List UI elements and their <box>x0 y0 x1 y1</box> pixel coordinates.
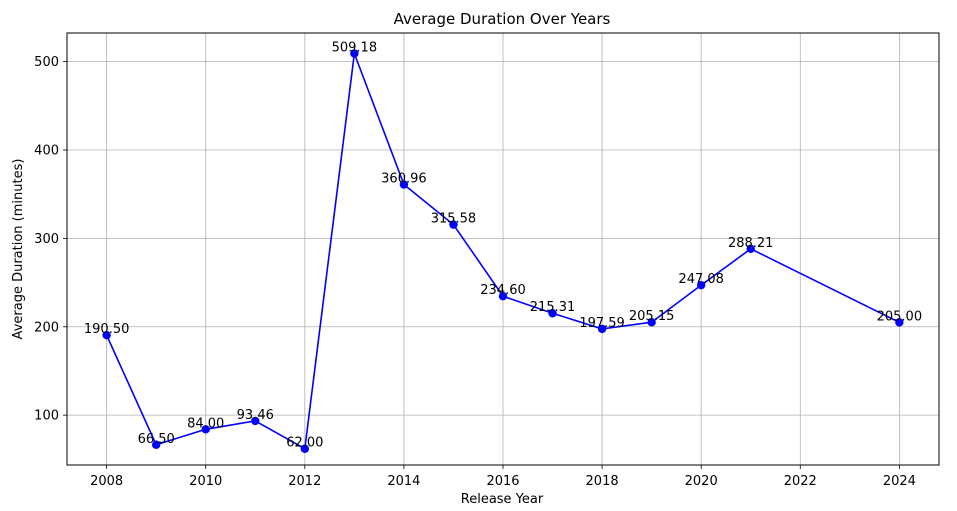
x-tick-label: 2016 <box>486 474 519 489</box>
data-label: 205.15 <box>629 309 675 324</box>
data-label: 315.58 <box>431 212 477 227</box>
x-tick-label: 2024 <box>883 474 916 489</box>
x-tick-label: 2018 <box>586 474 619 489</box>
data-point <box>597 324 607 334</box>
data-label: 205.00 <box>877 309 923 324</box>
data-point <box>895 318 904 327</box>
data-labels: 190.50 66.50 84.00 93.46 62.00 509.18 360.96 31… <box>84 41 922 451</box>
data-label: 288.21 <box>728 236 774 251</box>
y-axis: 100 200 300 400 500 <box>34 55 67 424</box>
data-label: 84.00 <box>187 416 224 431</box>
data-label: 93.46 <box>237 408 274 423</box>
data-point <box>696 280 706 290</box>
y-tick-label: 500 <box>34 55 59 70</box>
data-label: 215.31 <box>530 300 576 315</box>
x-tick-label: 2020 <box>685 474 718 489</box>
data-point <box>102 330 111 340</box>
grid <box>67 33 939 465</box>
data-point <box>151 440 161 449</box>
data-point <box>647 318 656 327</box>
data-label: 360.96 <box>381 172 427 187</box>
x-tick-label: 2010 <box>189 474 222 489</box>
data-label: 234.60 <box>480 283 526 298</box>
data-label: 66.50 <box>138 432 175 447</box>
data-point <box>300 444 310 453</box>
y-axis-label: Average Duration (minutes) <box>11 159 26 340</box>
y-tick-label: 300 <box>34 232 59 247</box>
data-point <box>399 180 409 189</box>
data-point <box>449 220 458 229</box>
data-point <box>498 291 508 301</box>
x-axis-label: Release Year <box>461 492 544 507</box>
data-point <box>251 416 260 426</box>
data-point <box>350 49 359 58</box>
chart-title: Average Duration Over Years <box>394 10 611 28</box>
x-tick-label: 2022 <box>784 474 817 489</box>
data-label: 197.59 <box>579 316 625 331</box>
x-tick-label: 2008 <box>90 474 123 489</box>
series-layer <box>102 49 904 453</box>
data-point <box>548 309 557 318</box>
x-tick-label: 2012 <box>288 474 321 489</box>
data-label: 62.00 <box>286 436 323 451</box>
data-point <box>201 425 210 434</box>
y-tick-label: 100 <box>34 409 59 424</box>
x-axis: 2008 2010 2012 2014 2016 2018 2020 2022 2024 <box>90 465 916 489</box>
data-label: 190.50 <box>84 322 130 337</box>
y-tick-label: 200 <box>34 320 59 335</box>
x-tick-label: 2014 <box>387 474 420 489</box>
y-tick-label: 400 <box>34 144 59 159</box>
data-label: 247.08 <box>678 272 724 287</box>
data-label: 509.18 <box>332 41 378 56</box>
data-point <box>746 244 755 254</box>
